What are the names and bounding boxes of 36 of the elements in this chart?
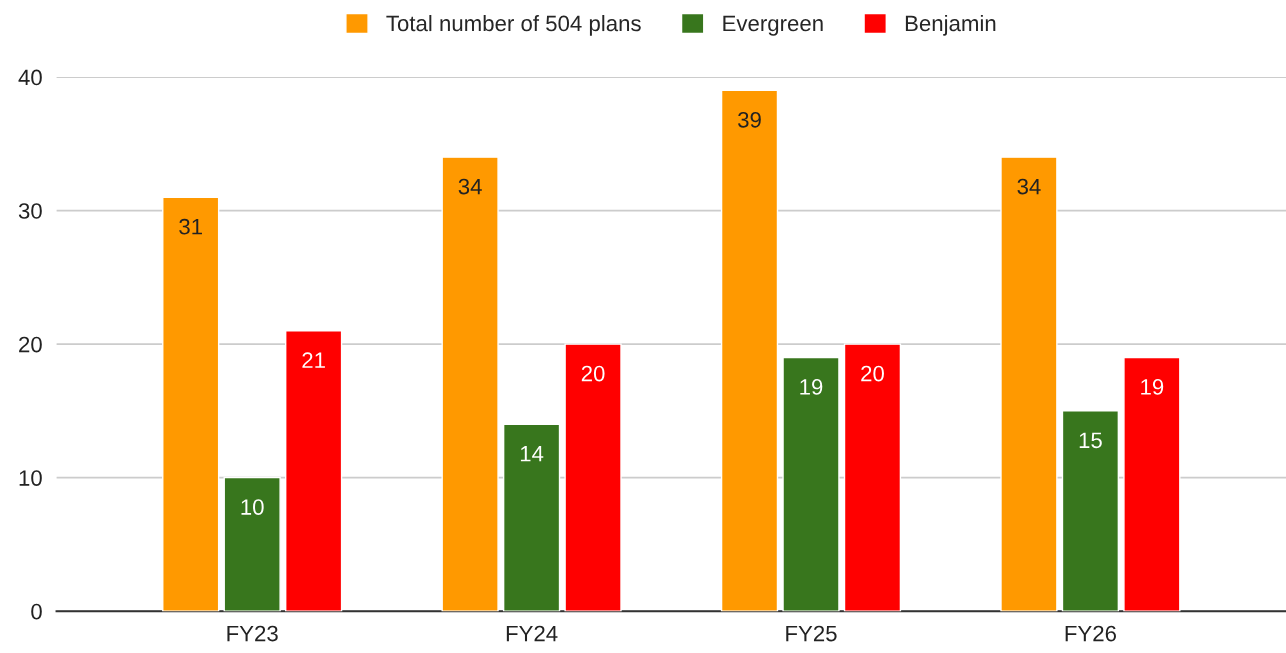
bar xyxy=(162,196,220,612)
legend-label: Total number of 504 plans xyxy=(386,14,641,36)
data-label: 15 xyxy=(1079,432,1102,449)
y-tick-label: 10 xyxy=(19,470,42,486)
x-tick-label: FY24 xyxy=(506,625,558,642)
data-label: 31 xyxy=(179,218,202,235)
bar xyxy=(223,476,281,612)
x-tick-label: FY23 xyxy=(227,625,278,642)
bar xyxy=(1061,410,1120,612)
x-tick-label: FY25 xyxy=(786,625,837,642)
data-label: 14 xyxy=(520,446,544,462)
bar xyxy=(441,156,499,612)
bar xyxy=(843,343,902,612)
legend-label: Evergreen xyxy=(723,15,823,36)
bar xyxy=(782,356,840,612)
data-label: 19 xyxy=(1141,379,1164,395)
data-label: 34 xyxy=(1017,178,1041,195)
data-label: 21 xyxy=(302,352,325,368)
data-label: 39 xyxy=(738,111,761,128)
legend-label: Benjamin xyxy=(905,14,996,36)
bar xyxy=(1123,356,1181,612)
data-label: 19 xyxy=(800,379,823,395)
y-tick-label: 20 xyxy=(19,336,42,353)
bar xyxy=(720,89,779,612)
y-tick-label: 40 xyxy=(18,69,42,86)
bar xyxy=(285,330,343,612)
x-tick-label: FY26 xyxy=(1065,625,1116,642)
data-label: 20 xyxy=(861,365,884,382)
bar xyxy=(1000,156,1058,612)
y-tick-label: 30 xyxy=(18,203,42,219)
data-label: 20 xyxy=(581,365,605,382)
data-label: 34 xyxy=(458,178,482,195)
data-label: 10 xyxy=(241,499,264,515)
bar xyxy=(564,343,622,612)
y-tick-label: 0 xyxy=(31,603,42,620)
bar xyxy=(502,423,561,612)
